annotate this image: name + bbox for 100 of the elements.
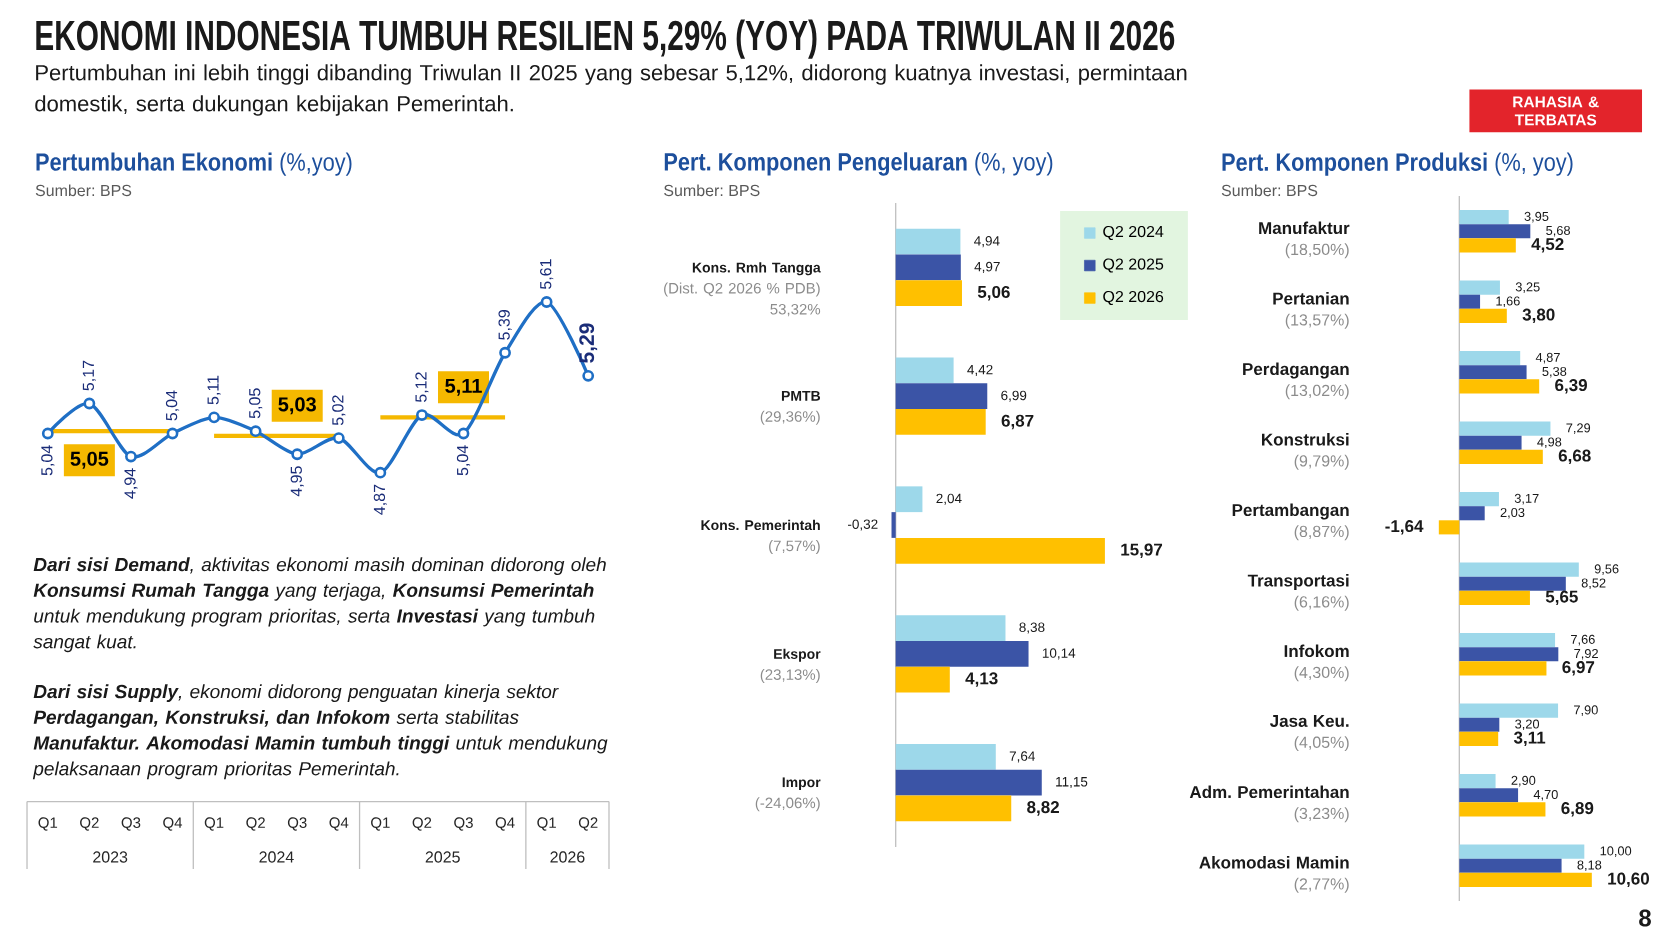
data-label: 6,87 [1001,414,1034,430]
bar [1459,365,1527,380]
x-tick-label: Q4 [329,817,349,831]
bar [1459,449,1543,464]
data-label: 8,82 [1027,801,1059,816]
point [416,409,428,421]
bar [1459,661,1547,676]
data-label: 3,25 [1515,282,1540,293]
data-label: 4,94 [974,236,1000,248]
bar [895,486,923,513]
data-label: 5,61 [540,259,554,290]
point [457,427,470,440]
bar [1459,872,1592,887]
bar [895,743,996,770]
y-tick-label: Impor (-24,06%) [755,777,821,812]
text: 2026 [550,851,585,863]
bar [895,537,1105,564]
bar [1459,802,1546,817]
data-label: 4,42 [967,364,993,377]
x-tick-label: Q2 [412,817,432,831]
data-label: 5,06 [977,285,1010,301]
y-tick-label: Akomodasi Mamin (2,77%) [1199,856,1349,893]
y-tick-label: Perdagangan (13,02%) [1243,362,1349,400]
data-label: 8,52 [1581,578,1606,590]
point [332,432,345,444]
data-label: 3,95 [1524,211,1549,223]
y-tick-label: PMTB (29,36%) [760,391,821,425]
x-tick-label: Q1 [38,817,58,831]
y-tick-label: Kons. Pemerintah (7,57%) [701,519,820,555]
bar [1459,224,1531,239]
y-tick-label: Ekspor (23,13%) [760,648,821,683]
y-tick-label: Pertambangan (8,87%) [1232,503,1349,541]
data-label: 4,87 [373,484,387,515]
text: Sumber: BPS [1221,184,1318,197]
x-tick-label: Q4 [163,817,183,831]
data-label: 6,99 [1001,390,1027,402]
text: EKONOMI INDONESIA TUMBUH RESILIEN 5,29% (YOY) PADA TRIWULAN II 2026 [36,19,1175,59]
text: Dari sisi Supply, ekonomi didorong penguatan kinerja sektor Perdagangan, Konstruksi, dan Infokom serta stabilitas Manufaktur. Akomodasi Mamin tumbuh tinggi untuk mendukung pelaksanaan program prioritas Pemerintah. [32,684,608,780]
bar [1459,703,1559,718]
bar [1438,520,1460,535]
point [249,425,262,438]
y-tick-label: Infokom (4,30%) [1284,644,1349,682]
chart-title: Pertumbuhan Ekonomi (%,yoy) [36,152,352,176]
text: RAHASIA & TERBATAS [1513,96,1599,126]
bar [895,666,950,693]
bar [891,512,896,538]
data-label: 5,04 [165,390,180,421]
x-tick-label: Q2 [578,817,598,831]
data-label: 3,17 [1514,493,1539,505]
data-label: 5,39 [498,310,512,340]
point [83,397,96,410]
bar [1459,858,1562,873]
y-tick-label: Pertanian (13,57%) [1273,292,1349,329]
legend-label: Q2 2025 [1103,258,1164,273]
data-label: 10,14 [1042,648,1076,660]
ref-line-label: 5,11 [445,378,482,396]
point [540,296,553,308]
data-label: 2,03 [1500,507,1525,519]
data-label: 5,05 [249,388,263,419]
text: Sumber: BPS [35,184,132,197]
bar [895,640,1029,667]
data-label: 4,98 [1537,437,1562,449]
bar [1459,562,1579,577]
data-label: 7,66 [1571,634,1595,646]
bar [1459,435,1522,450]
x-tick-label: Q3 [287,817,307,831]
bar [1459,492,1499,507]
bar [895,615,1006,641]
point [166,427,179,440]
point [374,466,387,479]
data-label: 4,87 [1535,352,1560,364]
bar [895,280,962,307]
bar [1459,351,1521,366]
data-label: 5,04 [41,445,55,476]
bar [895,795,1012,822]
bar [1459,238,1516,253]
bar [1459,844,1585,859]
data-label: 5,17 [82,360,96,391]
y-tick-label: Jasa Keu. (4,05%) [1269,715,1349,752]
bar [895,409,986,435]
data-label: 6,39 [1555,379,1587,394]
data-label: 5,04 [456,445,471,476]
bar [895,769,1042,796]
bar [1459,647,1559,662]
bar [1459,717,1500,732]
data-label: 3,80 [1522,308,1555,324]
data-label: -1,64 [1385,520,1424,535]
bar [1459,590,1530,605]
x-tick-label: Q4 [495,817,515,831]
point [125,450,137,463]
data-label: 4,52 [1531,238,1564,253]
text: Sumber: BPS [664,184,760,197]
text: Dari sisi Demand, aktivitas ekonomi masih dominan didorong oleh Konsumsi Rumah Tangga yang terjaga, Konsumsi Pemerintah untuk mendukung program prioritas, serta Investasi yang tumbuh sangat kuat. [33,557,606,653]
bar [895,383,988,410]
y-tick-label: Adm. Pemerintahan (3,23%) [1189,785,1349,823]
point [41,427,54,440]
y-tick-label: Transportasi (6,16%) [1247,574,1349,611]
ref-line-label: 5,05 [70,451,109,469]
text: 2023 [93,851,128,863]
bar [895,228,961,255]
